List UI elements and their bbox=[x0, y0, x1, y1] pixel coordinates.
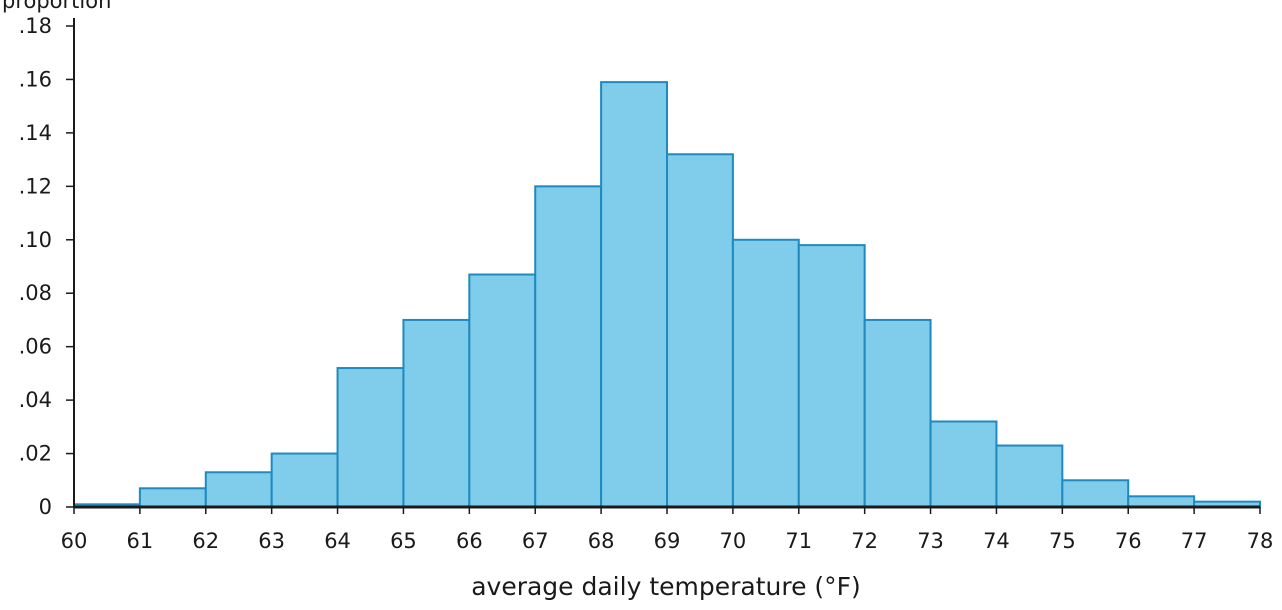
x-tick-label: 73 bbox=[917, 529, 944, 553]
histogram-bar bbox=[731, 238, 800, 508]
x-tick-label: 72 bbox=[851, 529, 878, 553]
y-tick-label: .14 bbox=[19, 121, 52, 145]
x-axis-title: average daily temperature (°F) bbox=[471, 572, 861, 601]
x-axis: 60 61 62 63 64 65 66 67 68 69 70 71 72 73 74 75 76 77 78 bbox=[61, 505, 1274, 553]
x-tick-label: 62 bbox=[192, 529, 219, 553]
histogram-bar bbox=[468, 273, 537, 508]
x-tick-label: 68 bbox=[588, 529, 615, 553]
x-tick-label: 63 bbox=[258, 529, 285, 553]
x-tick-label: 67 bbox=[522, 529, 549, 553]
histogram-bar bbox=[138, 487, 207, 508]
histogram-bar bbox=[929, 420, 998, 508]
y-tick-label: .06 bbox=[19, 335, 52, 359]
y-axis-label: proportion bbox=[2, 0, 111, 13]
bars-group bbox=[73, 81, 1261, 509]
x-tick-label: 61 bbox=[127, 529, 154, 553]
x-tick-label: 71 bbox=[785, 529, 812, 553]
histogram-bar bbox=[1061, 479, 1130, 508]
y-tick-label: .12 bbox=[19, 174, 52, 198]
histogram-bar bbox=[1127, 495, 1196, 508]
histogram-bar bbox=[534, 185, 603, 508]
histogram-bar bbox=[995, 444, 1064, 508]
histogram-bar bbox=[402, 318, 471, 509]
histogram-bar bbox=[204, 471, 273, 508]
y-tick-label: .02 bbox=[19, 442, 52, 466]
y-tick-label: .08 bbox=[19, 281, 52, 305]
y-axis: 0 .02 .04 .06 .08 .10 .12 .14 .16 .18 bbox=[19, 14, 75, 519]
x-tick-label: 77 bbox=[1181, 529, 1208, 553]
x-tick-label: 60 bbox=[61, 529, 88, 553]
y-tick-label: .16 bbox=[19, 67, 52, 91]
x-tick-label: 69 bbox=[654, 529, 681, 553]
x-tick-label: 65 bbox=[390, 529, 417, 553]
x-tick-label: 78 bbox=[1247, 529, 1274, 553]
x-tick-label: 70 bbox=[720, 529, 747, 553]
x-tick-label: 64 bbox=[324, 529, 351, 553]
histogram-bar bbox=[600, 81, 668, 508]
histogram-bar bbox=[336, 367, 405, 508]
y-tick-label: .04 bbox=[19, 388, 52, 412]
histogram-bar bbox=[863, 318, 932, 509]
y-tick-label: 0 bbox=[39, 495, 52, 519]
y-tick-label: .18 bbox=[19, 14, 52, 38]
y-tick-label: .10 bbox=[19, 228, 52, 252]
histogram-bar bbox=[270, 452, 339, 508]
histogram-bar bbox=[797, 244, 866, 508]
x-tick-label: 76 bbox=[1115, 529, 1142, 553]
histogram-bar bbox=[666, 153, 734, 508]
x-tick-label: 66 bbox=[456, 529, 483, 553]
x-tick-label: 74 bbox=[983, 529, 1010, 553]
x-tick-label: 75 bbox=[1049, 529, 1076, 553]
